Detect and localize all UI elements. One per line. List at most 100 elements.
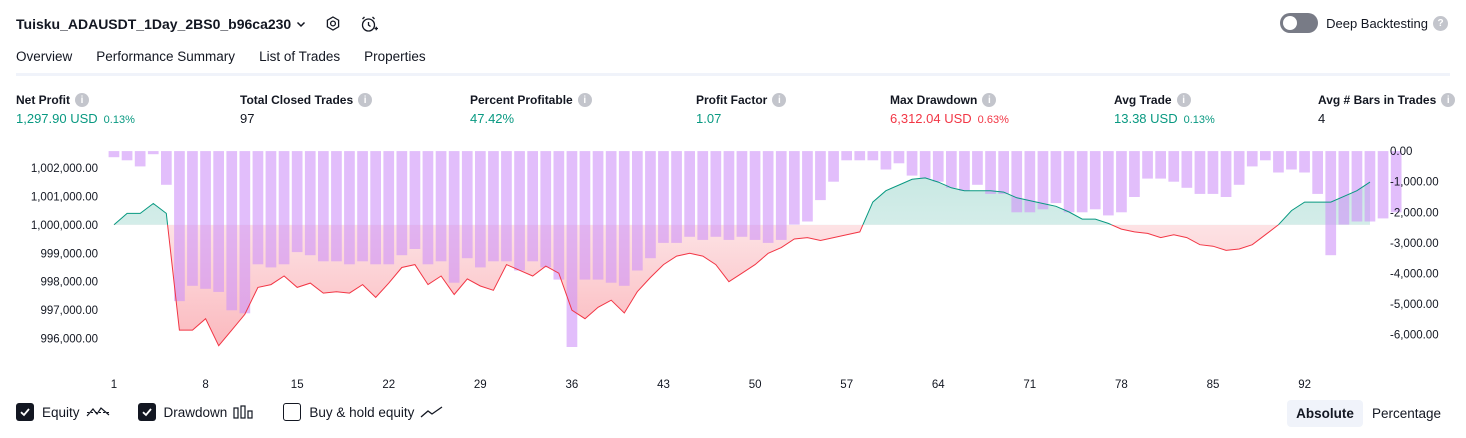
- info-icon[interactable]: i: [358, 93, 373, 107]
- drawdown-bar: [1194, 151, 1206, 194]
- info-icon[interactable]: i: [1176, 93, 1191, 107]
- metric-value: 6,312.04 USD: [890, 111, 972, 126]
- tab-properties[interactable]: Properties: [364, 49, 426, 64]
- drawdown-checkbox[interactable]: [137, 403, 156, 421]
- absolute-button[interactable]: Absolute: [1287, 400, 1363, 427]
- legend-drawdown[interactable]: Drawdown: [137, 403, 256, 421]
- drawdown-bar: [1037, 151, 1049, 210]
- metric-value: 13.38 USD: [1114, 111, 1178, 126]
- drawdown-bar: [1246, 151, 1258, 167]
- drawdown-bar: [370, 151, 381, 265]
- x-axis-tick: 57: [840, 379, 853, 391]
- drawdown-bar: [605, 151, 617, 283]
- drawdown-bar: [1155, 151, 1166, 179]
- legend-buy-hold[interactable]: Buy & hold equity: [283, 403, 444, 421]
- drawdown-bar: [710, 151, 722, 237]
- drawdown-bar: [448, 151, 460, 283]
- scale-mode-switch: Absolute Percentage: [1287, 400, 1450, 427]
- deep-backtesting-toggle[interactable]: [1280, 13, 1319, 33]
- drawdown-bar: [1116, 151, 1127, 213]
- tab-overview[interactable]: Overview: [16, 46, 73, 76]
- drawdown-bar: [213, 151, 224, 292]
- right-axis-tick: -5,000.00: [1390, 299, 1439, 311]
- drawdown-bar: [854, 151, 866, 161]
- drawdown-bar: [226, 151, 238, 311]
- drawdown-bar: [684, 151, 695, 237]
- metric-net-profit: Net Profit i 1,297.90 USD 0.13%: [16, 93, 135, 126]
- strategy-name[interactable]: Tuisku_ADAUSDT_1Day_2BS0_b96ca230: [16, 16, 292, 32]
- drawdown-bar: [1364, 151, 1376, 222]
- info-icon[interactable]: i: [577, 93, 592, 107]
- x-axis-tick: 85: [1207, 379, 1220, 391]
- metric-value: 4: [1318, 111, 1326, 126]
- deep-backtesting-label: Deep Backtesting: [1326, 15, 1428, 31]
- x-axis-tick: 8: [202, 379, 208, 391]
- chart-legend: Equity Drawdown Buy & hold equity: [16, 403, 472, 421]
- drawdown-bar: [1299, 151, 1310, 173]
- percentage-button[interactable]: Percentage: [1371, 406, 1441, 421]
- buy-hold-line-icon: [420, 405, 444, 419]
- metric-value: 1,297.90 USD: [16, 111, 98, 126]
- strategy-header: Tuisku_ADAUSDT_1Day_2BS0_b96ca230: [16, 12, 379, 36]
- drawdown-bar: [1011, 151, 1023, 213]
- tab-performance-summary[interactable]: Performance Summary: [96, 49, 236, 64]
- tab-list-of-trades[interactable]: List of Trades: [259, 49, 341, 64]
- metric-percent: 0.63%: [977, 114, 1009, 126]
- info-icon[interactable]: i: [75, 93, 89, 107]
- drawdown-bar: [331, 151, 342, 262]
- add-alert-icon[interactable]: [359, 14, 379, 34]
- metric-percent: 0.13%: [1183, 114, 1215, 126]
- drawdown-bar: [501, 151, 512, 262]
- right-axis-tick: 0.00: [1390, 146, 1412, 158]
- drawdown-bar: [357, 151, 368, 262]
- drawdown-bar: [658, 151, 669, 243]
- metric-avg-bars: Avg # Bars in Trades i 4: [1318, 93, 1456, 126]
- drawdown-bar: [880, 151, 892, 170]
- drawdown-bar: [1207, 151, 1219, 194]
- drawdown-bar: [344, 151, 355, 265]
- drawdown-bar: [632, 151, 643, 271]
- buy-hold-checkbox[interactable]: [283, 403, 302, 421]
- drawdown-bar: [946, 151, 957, 188]
- drawdown-bar: [422, 151, 434, 265]
- drawdown-bar: [291, 151, 303, 253]
- right-axis-tick: -4,000.00: [1390, 269, 1439, 281]
- drawdown-bar: [1273, 151, 1284, 173]
- info-icon[interactable]: i: [982, 93, 997, 107]
- drawdown-bar: [998, 151, 1009, 194]
- drawdown-bar: [383, 151, 395, 265]
- drawdown-bar: [1325, 151, 1337, 256]
- x-axis-tick: 50: [749, 379, 762, 391]
- equity-checkbox[interactable]: [16, 403, 34, 421]
- legend-equity[interactable]: Equity: [16, 403, 110, 421]
- left-axis-tick: 998,000.00: [40, 277, 98, 289]
- drawdown-bar: [645, 151, 656, 259]
- metric-avg-trade: Avg Trade i 13.38 USD 0.13%: [1114, 93, 1215, 126]
- drawdown-bar: [671, 151, 682, 243]
- chevron-down-icon[interactable]: [295, 18, 307, 30]
- equity-drawdown-chart[interactable]: 1,002,000.00 1,001,000.00 1,000,000.00 999,…: [0, 140, 1466, 398]
- right-axis-tick: -1,000.00: [1390, 177, 1439, 189]
- metric-label: Max Drawdown: [890, 93, 978, 107]
- drawdown-bar: [435, 151, 447, 262]
- drawdown-bar: [239, 151, 251, 314]
- help-icon[interactable]: ?: [1433, 15, 1448, 31]
- left-axis-tick: 996,000.00: [40, 334, 98, 346]
- info-icon[interactable]: i: [1441, 93, 1456, 107]
- drawdown-bar: [1390, 151, 1402, 213]
- drawdown-bar: [134, 151, 146, 167]
- drawdown-bar: [461, 151, 473, 259]
- x-axis-tick: 71: [1023, 379, 1036, 391]
- left-axis-tick: 1,001,000.00: [31, 191, 98, 203]
- drawdown-bar: [618, 151, 630, 286]
- drawdown-bar: [1142, 151, 1153, 179]
- drawdown-bar: [1312, 151, 1323, 194]
- drawdown-bar: [775, 151, 787, 240]
- drawdown-bar: [749, 151, 761, 240]
- settings-icon[interactable]: [323, 14, 343, 34]
- drawdown-bar: [1377, 151, 1389, 219]
- metric-label: Net Profit: [16, 93, 70, 107]
- info-icon[interactable]: i: [772, 93, 787, 107]
- drawdown-bar: [187, 151, 198, 286]
- legend-label: Equity: [42, 404, 80, 420]
